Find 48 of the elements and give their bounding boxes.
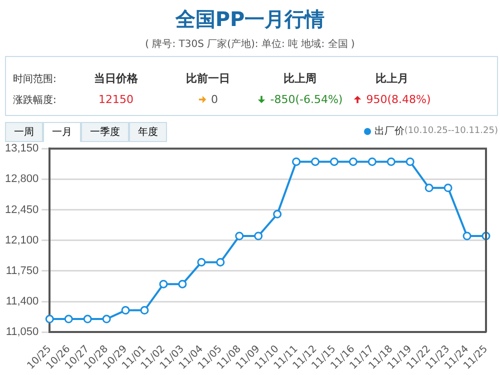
text: 比上周 <box>282 71 318 86</box>
text: 0 <box>210 93 219 106</box>
point <box>462 232 472 240</box>
point <box>273 210 282 218</box>
point <box>292 157 301 166</box>
point <box>197 258 206 266</box>
point <box>348 157 358 166</box>
point <box>424 184 434 192</box>
tab[interactable]: 一季度 <box>81 122 129 142</box>
point <box>45 314 54 324</box>
text: 当日价格 <box>93 71 139 86</box>
point <box>121 306 130 315</box>
text: 比前一日 <box>185 71 231 86</box>
tab[interactable]: 一周 <box>5 122 43 142</box>
y-tick-label: 12,450 <box>4 204 39 216</box>
text: 12150 <box>98 93 134 106</box>
chart-title: 全国PP一月行情 <box>174 6 326 33</box>
point <box>386 157 396 166</box>
text: 涨跌幅度: <box>13 94 56 107</box>
point <box>83 314 92 324</box>
point <box>235 232 244 240</box>
point <box>254 232 263 240</box>
text: 比上月 <box>374 71 410 86</box>
point <box>64 314 73 324</box>
legend-label: 出厂价 <box>374 124 404 138</box>
tab[interactable]: 年度 <box>129 122 167 142</box>
y-tick-label: 12,800 <box>4 173 39 186</box>
tab[interactable]: 一月 <box>43 122 81 142</box>
point <box>216 258 225 266</box>
point <box>311 157 320 166</box>
point <box>368 157 376 166</box>
y-tick-label: 12,100 <box>4 234 39 246</box>
point <box>444 184 452 192</box>
text: -850(-6.54%) <box>269 93 344 106</box>
text: 950(8.48%) <box>365 93 432 106</box>
chart-subtitle: ( 牌号: T30S 厂家(产地): 单位: 吨 地域: 全国 ) <box>144 39 356 51</box>
y-tick-label: 11,400 <box>6 296 39 308</box>
point <box>102 314 111 324</box>
point <box>406 157 414 166</box>
y-tick-label: 11,750 <box>6 264 39 277</box>
point <box>159 280 168 288</box>
point <box>330 157 338 166</box>
point <box>140 306 149 315</box>
y-tick-label: 11,050 <box>6 326 39 338</box>
text: 时间范围: <box>13 72 56 86</box>
y-tick-label: 13,150 <box>4 142 39 155</box>
point <box>178 280 187 288</box>
text: (10.10.25--10.11.25) <box>404 126 498 136</box>
